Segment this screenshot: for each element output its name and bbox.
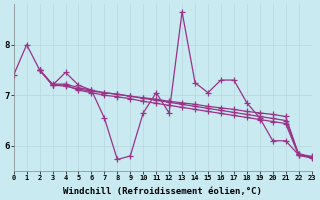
X-axis label: Windchill (Refroidissement éolien,°C): Windchill (Refroidissement éolien,°C) (63, 187, 262, 196)
